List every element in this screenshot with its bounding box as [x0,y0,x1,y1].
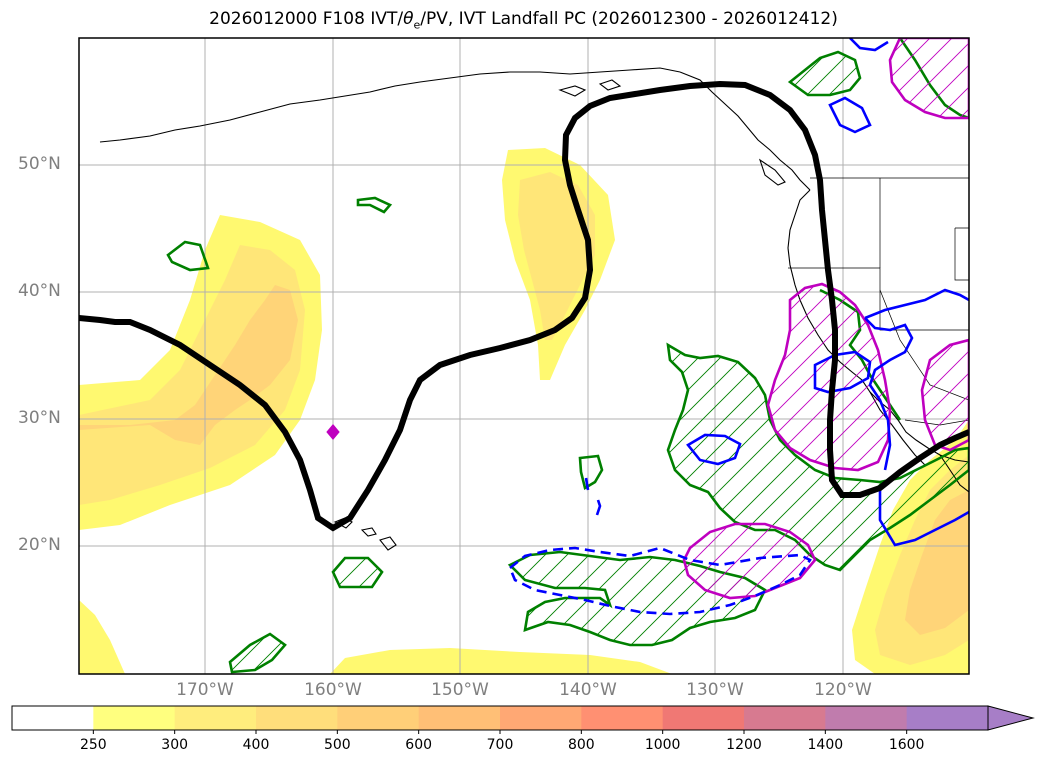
magenta-diamond [326,423,340,441]
lon-label-130w: 130°W [686,680,744,700]
lat-label-40n: 40°N [18,281,61,301]
blue-region-north [828,96,872,134]
colorbar-swatch [581,706,664,730]
colorbar-tick-label: 250 [79,737,107,753]
state-border-2 [788,267,969,331]
green-small-2 [356,196,393,214]
colorbar-swatch [500,706,582,730]
blue-region-east [878,490,969,547]
green-small-1 [166,240,210,272]
colorbar-swatch [256,706,338,730]
lat-label-20n: 20°N [18,535,61,555]
green-small-4 [228,632,287,674]
colorbar-tick-label: 700 [486,737,514,753]
ivt-shading [79,148,969,674]
green-region-ne [787,50,862,97]
ivt-region-south-band [330,648,672,674]
colorbar-tick-label: 800 [567,737,595,753]
colorbar-swatches [12,706,989,734]
green-small-5 [578,454,604,491]
hawaii-islands [333,517,397,551]
magenta-region-west-coast [766,282,892,472]
colorbar-tick-label: 1400 [807,737,844,753]
green-region-main [666,342,969,572]
colorbar-tick-label: 400 [242,737,270,753]
bc-coast [787,189,811,249]
state-border-4 [954,227,969,281]
colorbar-tick-label: 500 [323,737,351,753]
colorbar-swatch [337,706,420,730]
colorbar-tick-label: 600 [405,737,433,753]
colorbar-swatch [662,706,745,730]
colorbar-extend-arrow [987,705,1035,731]
lon-label-140w: 140°W [559,680,617,700]
ivt-region-sw [79,600,125,674]
vancouver-island [758,158,786,186]
blue-region-sub [686,433,742,466]
colorbar-swatch [12,706,94,730]
magenta-region-ne [888,38,969,120]
black-thick-contour [79,80,969,532]
blue-region-top [849,38,889,52]
colorbar-swatch [825,706,908,730]
lon-label-150w: 150°W [431,680,489,700]
alaska-peninsula-coast [99,67,681,143]
lon-label-120w: 120°W [814,680,872,700]
colorbar-swatch [93,706,176,730]
southeast-alaska-coast [679,71,811,191]
colorbar-tick-label: 300 [161,737,189,753]
ivt-region-west-mid [79,245,305,505]
map-title: 2026012000 F108 IVT/θe/PV, IVT Landfall … [209,9,838,32]
blue-contours [508,38,969,616]
colorbar-swatch [418,706,501,730]
magenta-region-baja [920,338,969,452]
ivt-region-north-mid [518,172,595,340]
colorbar-tick-label: 1200 [726,737,762,753]
ivt-region-west-inner [79,285,298,445]
blue-small-2 [595,499,602,516]
blue-region-coast-2 [864,317,914,471]
colorbar-tick-label: 1000 [644,737,681,753]
green-small-3 [331,556,384,589]
lon-label-160w: 160°W [304,680,362,700]
colorbar-swatch [744,706,826,730]
lat-label-50n: 50°N [18,154,61,174]
colorbar-swatch [174,706,257,730]
map-frame [78,37,970,675]
lon-label-170w: 170°W [176,680,234,700]
colorbar-swatch [906,706,989,730]
blue-dashed-south [508,546,812,616]
colorbar-tick-label: 1600 [888,737,925,753]
blue-region-loop [813,350,872,394]
ivt-region-east-inner [905,490,969,635]
blue-small-1 [584,477,590,491]
map-area [79,38,969,674]
blue-region-coast [864,288,969,320]
colorbar [11,705,1035,734]
colorbar-frame [11,705,989,731]
kodiak-islands [558,79,622,97]
lat-label-30n: 30°N [18,408,61,428]
